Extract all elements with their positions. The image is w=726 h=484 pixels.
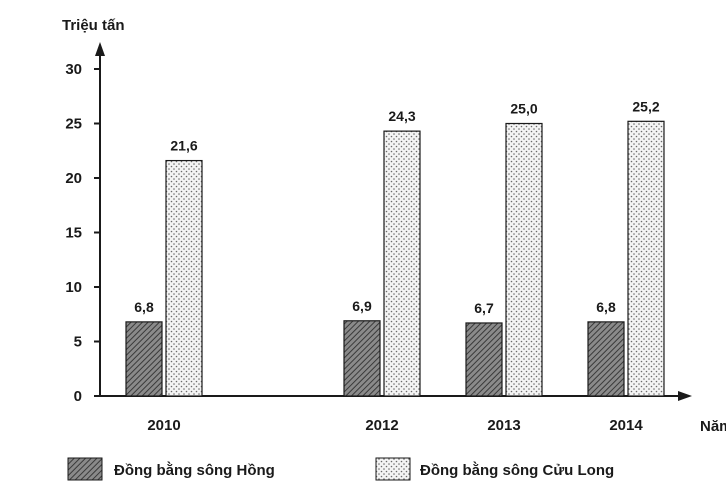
x-tick-label: 2014 [609, 417, 643, 434]
legend: Đồng bằng sông Hồng Đồng bằng sông Cửu L… [67, 457, 614, 481]
y-axis-arrow [95, 42, 105, 56]
y-tick-label: 15 [65, 225, 82, 242]
bar-dbscl-2010 [165, 159, 203, 397]
bar-dbscl-2014 [627, 120, 665, 397]
y-tick-label: 30 [65, 61, 82, 78]
value-label-dbsh-2014: 6,8 [596, 299, 616, 315]
legend-swatch-dbscl [375, 457, 411, 481]
x-tick-label: 2012 [365, 417, 398, 434]
value-label-dbscl-2010: 21,6 [170, 138, 197, 154]
value-label-dbsh-2010: 6,8 [134, 299, 154, 315]
value-label-dbscl-2014: 25,2 [632, 98, 659, 114]
bar-dbsh-2012 [343, 320, 381, 397]
bars: 6,8 21,6 6,9 24,3 6,7 25,0 6,8 25,2 [125, 98, 665, 397]
y-tick-label: 20 [65, 170, 82, 187]
value-label-dbsh-2012: 6,9 [352, 298, 372, 314]
legend-label-dbsh: Đồng bằng sông Hồng [114, 461, 275, 479]
bar-dbsh-2014 [587, 321, 625, 397]
x-axis-arrow [678, 391, 692, 401]
legend-label-dbscl: Đồng bằng sông Cửu Long [420, 461, 614, 479]
bar-dbscl-2012 [383, 130, 421, 397]
bar-dbsh-2013 [465, 322, 503, 397]
y-axis-title: Triệu tấn [62, 17, 125, 34]
value-label-dbsh-2013: 6,7 [474, 300, 494, 316]
y-tick-label: 0 [74, 388, 82, 405]
bar-dbsh-2010 [125, 321, 163, 397]
value-label-dbscl-2012: 24,3 [388, 108, 415, 124]
y-tick-label: 10 [65, 279, 82, 296]
x-ticks: 2010 2012 2013 2014 [147, 417, 643, 434]
x-axis-title: Năm [700, 418, 726, 435]
bar-dbscl-2013 [505, 122, 543, 397]
legend-swatch-dbsh [67, 457, 103, 481]
y-ticks: 0 5 10 15 20 25 30 [65, 61, 100, 405]
x-tick-label: 2013 [487, 417, 520, 434]
y-tick-label: 25 [65, 116, 82, 133]
value-label-dbscl-2013: 25,0 [510, 101, 537, 117]
y-tick-label: 5 [74, 334, 82, 351]
x-tick-label: 2010 [147, 417, 180, 434]
